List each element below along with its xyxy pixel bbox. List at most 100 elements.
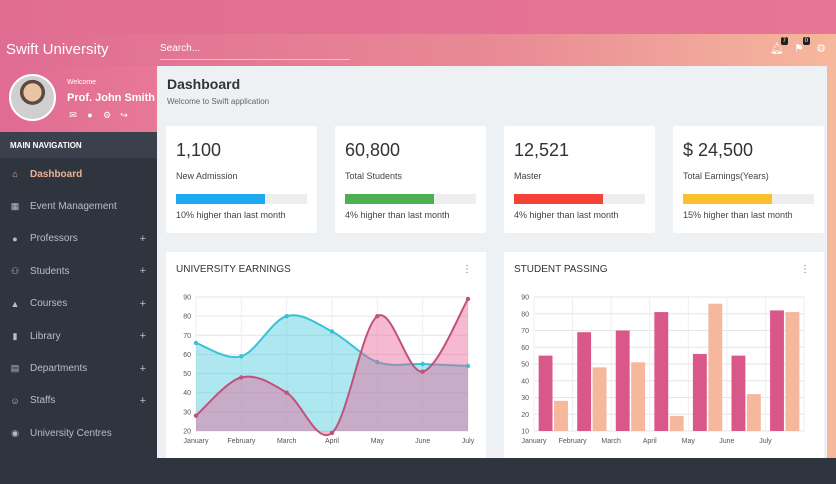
y-tick-label: 20 <box>183 429 191 436</box>
y-tick-label: 50 <box>183 371 191 378</box>
book-icon: ▮ <box>12 330 18 341</box>
sidebar-item-university-centres[interactable]: ◉ University Centres <box>0 417 157 449</box>
bar <box>731 355 746 431</box>
progress-bar <box>345 194 476 204</box>
data-point <box>465 296 471 302</box>
more-options-icon[interactable]: ⋮ <box>462 264 472 275</box>
university-earnings-card: UNIVERSITY EARNINGS ⋮ 20 30 40 50 60 70 80 90 Ja… <box>166 252 486 458</box>
stat-value: 12,521 <box>514 140 570 160</box>
stat-note: 15% higher than last month <box>683 210 793 220</box>
search-input[interactable] <box>160 38 350 60</box>
sidebar-item-library[interactable]: ▮ Library + <box>0 320 157 352</box>
bell-badge: 7 <box>780 37 788 45</box>
sidebar-item-label: Students <box>30 265 70 277</box>
sidebar-item-event-management[interactable]: ▦ Event Management <box>0 190 157 222</box>
expand-plus-icon[interactable]: + <box>139 265 146 278</box>
bar <box>592 367 607 431</box>
bell-icon[interactable]: 🔔︎ 7 <box>770 37 788 55</box>
expand-plus-icon[interactable]: + <box>139 362 146 375</box>
gear-icon[interactable]: ⚙ <box>102 110 112 120</box>
y-tick-label: 10 <box>521 429 529 436</box>
x-tick-label: May <box>682 438 696 445</box>
avatar <box>9 74 56 121</box>
bar <box>554 400 568 431</box>
student-passing-card: STUDENT PASSING ⋮ 10 20 30 40 50 60 70 80 90 Janu… <box>504 252 824 458</box>
data-point <box>239 375 244 380</box>
y-tick-label: 80 <box>521 311 529 318</box>
gear-icon[interactable]: ⚙ <box>816 43 826 55</box>
series-area <box>196 315 468 431</box>
y-tick-label: 40 <box>183 390 191 397</box>
sidebar-item-label: Departments <box>30 363 88 375</box>
sidebar-item-label: Event Management <box>30 201 117 213</box>
users-icon: ⚇ <box>10 265 20 276</box>
flag-icon[interactable]: ⚑ 0 <box>794 37 810 55</box>
bar <box>615 330 630 431</box>
data-point <box>284 390 289 395</box>
stat-value: 1,100 <box>176 140 222 160</box>
y-tick-label: 20 <box>521 412 529 419</box>
logout-icon[interactable]: ↪ <box>120 110 128 120</box>
calendar-icon: ▦ <box>10 201 20 212</box>
data-point <box>329 430 335 436</box>
sidebar-item-professors[interactable]: ● Professors + <box>0 223 157 255</box>
stat-label: Master <box>514 171 542 181</box>
series-area <box>196 298 468 436</box>
x-tick-label: May <box>371 438 385 445</box>
stat-value: 60,800 <box>345 140 401 160</box>
sidebar-item-courses[interactable]: ▲ Courses + <box>0 288 157 320</box>
sidebar-item-dashboard[interactable]: ⌂ Dashboard <box>0 158 157 190</box>
sidebar-item-label: Professors <box>30 233 78 245</box>
main-content: Dashboard Welcome to Swift application 1… <box>157 66 827 458</box>
stat-note: 4% higher than last month <box>345 210 450 220</box>
x-tick-label: April <box>643 438 657 445</box>
y-tick-label: 90 <box>183 295 191 302</box>
bar <box>785 312 800 431</box>
user-icon: ● <box>12 233 18 244</box>
stat-value: $ 24,500 <box>683 140 754 160</box>
bar <box>654 312 669 431</box>
stat-card-master: 12,521 Master 4% higher than last month <box>504 126 655 233</box>
stat-label: New Admission <box>176 171 238 181</box>
stat-card-admission: 1,100 New Admission 10% higher than last… <box>166 126 317 233</box>
expand-plus-icon[interactable]: + <box>139 394 146 407</box>
header-bar: Swift University 🔔︎ 7 ⚑ 0 ⚙ <box>0 34 836 66</box>
bar <box>669 415 684 431</box>
sidebar-item-staffs[interactable]: ☺ Staffs + <box>0 385 157 417</box>
x-tick-label: February <box>559 438 588 445</box>
card-title: STUDENT PASSING <box>514 264 608 275</box>
y-tick-label: 90 <box>521 295 529 302</box>
top-strip <box>0 0 836 34</box>
data-point <box>193 413 199 418</box>
x-tick-label: June <box>415 438 430 445</box>
expand-plus-icon[interactable]: + <box>139 297 146 310</box>
data-point <box>284 313 289 319</box>
stat-card-students: 60,800 Total Students 4% higher than las… <box>335 126 486 233</box>
sidebar-item-departments[interactable]: ▤ Departments + <box>0 352 157 384</box>
profile-panel: Welcome Prof. John Smith ✉ ● ⚙ ↪ <box>0 66 157 132</box>
y-tick-label: 60 <box>521 345 529 352</box>
mail-icon[interactable]: ✉ <box>69 110 77 120</box>
sidebar-item-students[interactable]: ⚇ Students + <box>0 255 157 287</box>
sidebar: Welcome Prof. John Smith ✉ ● ⚙ ↪ MAIN NA… <box>0 66 157 458</box>
data-point <box>329 329 335 334</box>
progress-bar <box>683 194 814 204</box>
data-point <box>465 363 471 369</box>
bar <box>692 353 707 431</box>
nav-heading: MAIN NAVIGATION <box>0 132 157 158</box>
stat-card-earnings: $ 24,500 Total Earnings(Years) 15% highe… <box>673 126 824 233</box>
more-options-icon[interactable]: ⋮ <box>800 264 810 275</box>
y-tick-label: 30 <box>521 395 529 402</box>
y-tick-label: 40 <box>521 378 529 385</box>
page-subtitle: Welcome to Swift application <box>167 97 270 106</box>
bar <box>746 394 761 431</box>
stat-note: 10% higher than last month <box>176 210 286 220</box>
sidebar-item-label: University Centres <box>30 427 112 439</box>
user-icon[interactable]: ● <box>87 110 93 120</box>
scrollbar[interactable] <box>827 66 836 458</box>
x-tick-label: January <box>184 438 209 445</box>
brand-title[interactable]: Swift University <box>6 41 109 58</box>
expand-plus-icon[interactable]: + <box>139 232 146 245</box>
expand-plus-icon[interactable]: + <box>139 330 146 343</box>
sidebar-item-label: Courses <box>30 298 68 310</box>
